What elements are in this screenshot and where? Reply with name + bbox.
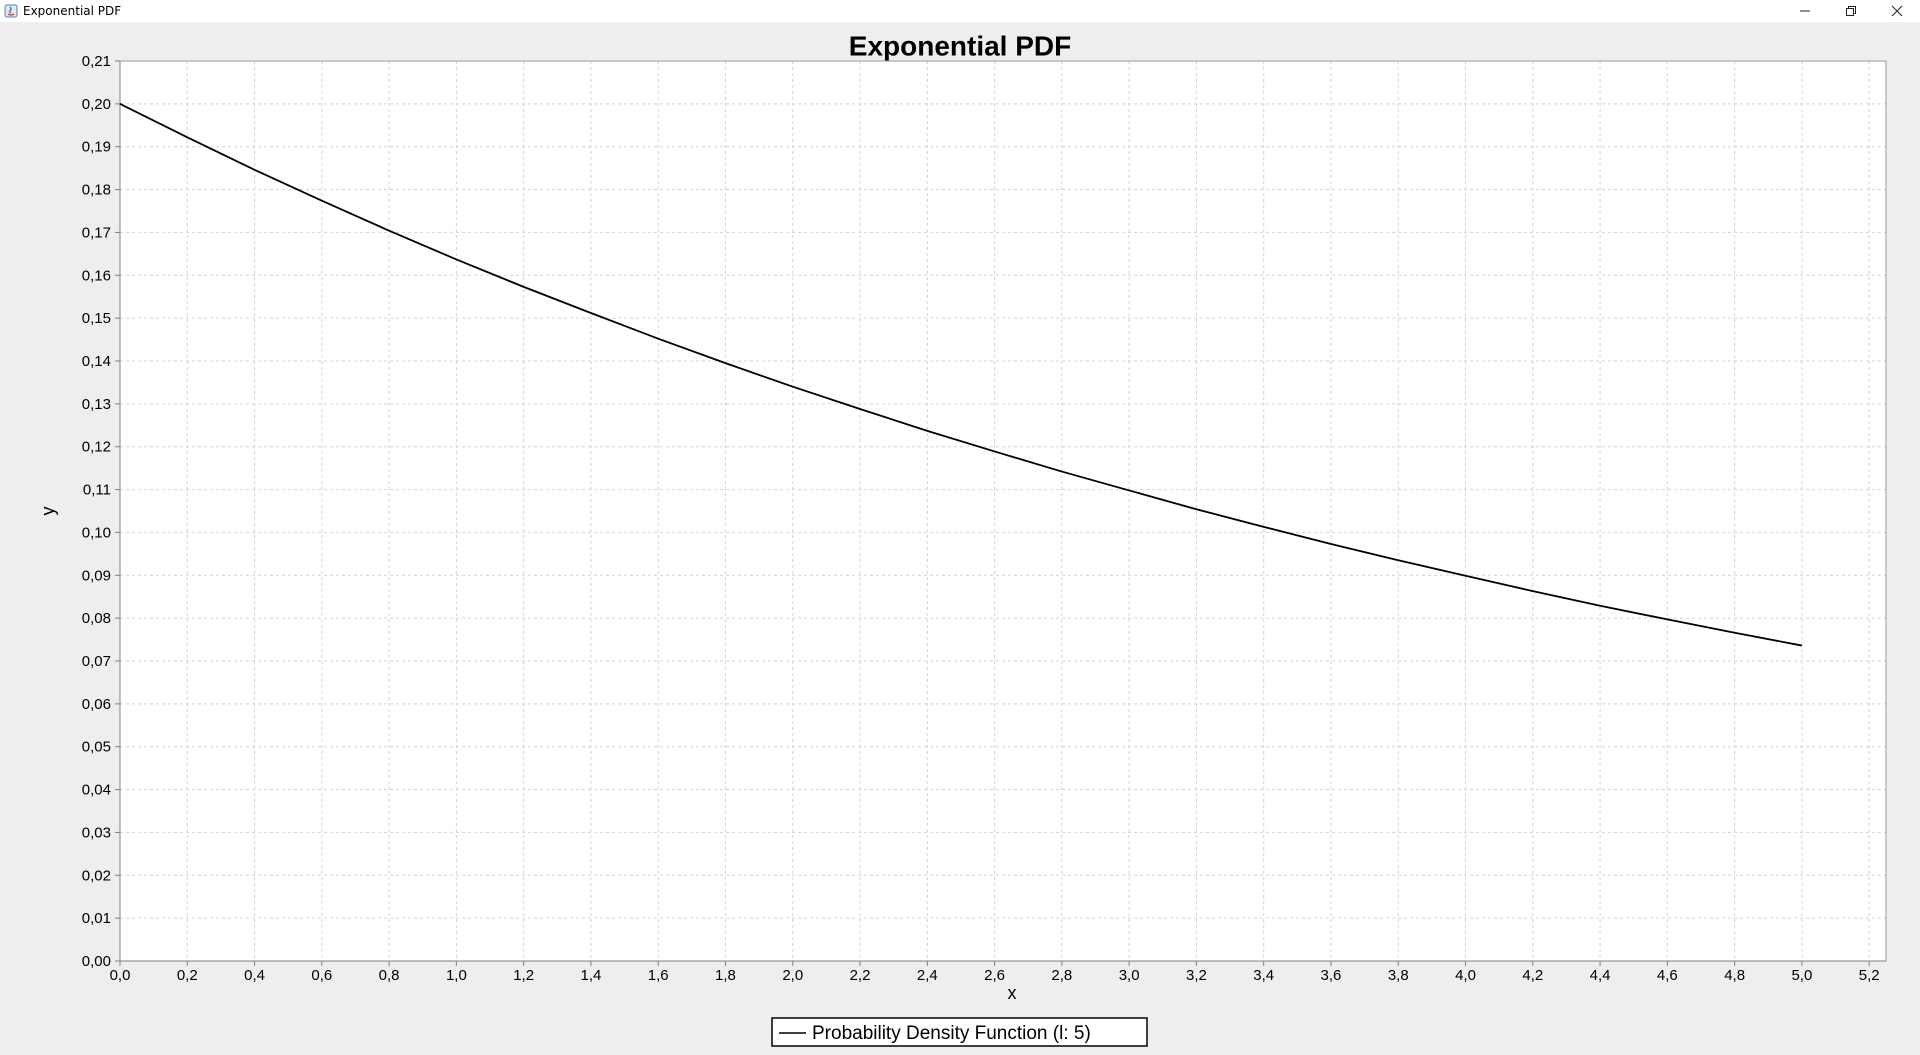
restore-button[interactable]: [1828, 0, 1874, 22]
legend-label: Probability Density Function (l: 5): [812, 1023, 1091, 1044]
y-tick-label: 0,01: [82, 910, 111, 927]
minimize-button[interactable]: [1782, 0, 1828, 22]
y-tick-label: 0,19: [82, 139, 111, 156]
x-tick-label: 3,6: [1321, 967, 1342, 984]
y-tick-label: 0,16: [82, 267, 111, 284]
x-tick-label: 0,0: [110, 967, 131, 984]
x-tick-label: 0,2: [177, 967, 198, 984]
x-tick-label: 2,0: [782, 967, 803, 984]
y-tick-label: 0,07: [82, 653, 111, 670]
x-tick-label: 1,8: [715, 967, 736, 984]
series-layer: [119, 103, 1803, 647]
x-tick-label: 4,6: [1657, 967, 1678, 984]
grid: [119, 60, 1886, 962]
x-axis-label: x: [1008, 983, 1017, 1003]
close-button[interactable]: [1874, 0, 1920, 22]
x-tick-label: 4,2: [1522, 967, 1543, 984]
y-tick-label: 0,06: [82, 696, 111, 713]
y-tick-label: 0,00: [82, 953, 111, 970]
x-tick-label: 3,0: [1119, 967, 1140, 984]
chart-svg: Exponential PDF 0,0 0,2 0,4 0,6 0,8 1,0 1,2 1,4…: [38, 30, 1887, 1047]
chart-title: Exponential PDF: [849, 30, 1071, 61]
x-tick-label: 0,4: [244, 967, 265, 984]
y-tick-label: 0,04: [82, 782, 111, 799]
y-tick-label: 0,09: [82, 567, 111, 584]
y-tick-label: 0,15: [82, 310, 111, 327]
x-tick-label: 2,4: [917, 967, 938, 984]
restore-icon: [1846, 6, 1856, 16]
x-tick-label: 2,2: [850, 967, 871, 984]
legend-box: [771, 1017, 1148, 1047]
chart-area: Exponential PDF 0,0 0,2 0,4 0,6 0,8 1,0 1,2 1,4…: [0, 22, 1920, 1050]
window-title: Exponential PDF: [23, 4, 122, 18]
x-tick-label: 0,8: [379, 967, 400, 984]
x-tick-label: 2,6: [984, 967, 1005, 984]
y-tick-label: 0,02: [82, 867, 111, 884]
x-tick-label: 1,6: [648, 967, 669, 984]
minimize-icon: [1800, 10, 1810, 12]
y-tick-label: 0,17: [82, 224, 111, 241]
series-line: [119, 103, 1803, 647]
y-tick-label: 0,14: [82, 353, 111, 370]
y-tick-label: 0,20: [82, 96, 111, 113]
axes: 0,0 0,2 0,4 0,6 0,8 1,0 1,2 1,4 1,6 1,8 2,0 2,2 2,4 2…: [82, 53, 1887, 984]
y-tick-label: 0,13: [82, 396, 111, 413]
x-tick-label: 5,0: [1791, 967, 1812, 984]
x-tick-label: 3,4: [1253, 967, 1274, 984]
x-tick-label: 4,4: [1590, 967, 1611, 984]
x-tick-label: 0,6: [311, 967, 332, 984]
x-tick-label: 3,8: [1388, 967, 1409, 984]
y-tick-label: 0,05: [82, 739, 111, 756]
x-tick-label: 1,0: [446, 967, 467, 984]
x-tick-label: 3,2: [1186, 967, 1207, 984]
close-icon: [1891, 5, 1903, 17]
x-tick-label: 4,8: [1724, 967, 1745, 984]
x-tick-label: 1,4: [581, 967, 602, 984]
x-tick-label: 2,8: [1051, 967, 1072, 984]
y-axis-label: y: [38, 507, 58, 516]
y-tick-label: 0,12: [82, 439, 111, 456]
plot-background: [120, 61, 1886, 961]
y-tick-label: 0,21: [82, 53, 111, 70]
x-tick-label: 4,0: [1455, 967, 1476, 984]
y-tick-label: 0,18: [82, 182, 111, 199]
x-tick-label: 5,2: [1859, 967, 1880, 984]
x-tick-label: 1,2: [513, 967, 534, 984]
legend: Probability Density Function (l: 5): [771, 1017, 1148, 1047]
y-tick-label: 0,10: [82, 524, 111, 541]
y-tick-label: 0,03: [82, 824, 111, 841]
java-icon: [4, 4, 18, 18]
window-titlebar: Exponential PDF: [0, 0, 1920, 22]
y-tick-label: 0,11: [83, 482, 111, 499]
y-tick-label: 0,08: [82, 610, 111, 627]
